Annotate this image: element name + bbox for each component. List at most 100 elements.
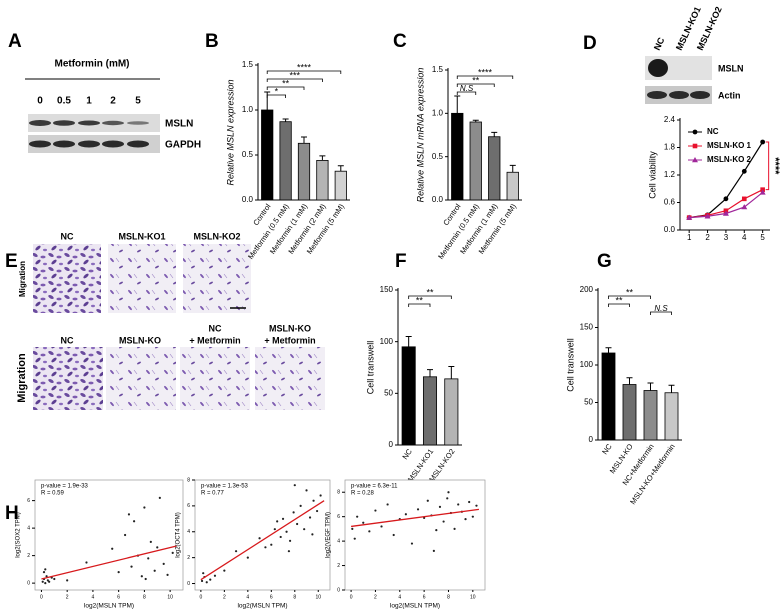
lane-label: 0 [37,96,43,107]
point [356,515,359,518]
y-axis-label: Cell viability [647,151,657,199]
y-tick-label: 0.0 [664,225,676,234]
point [410,542,414,545]
point [140,575,143,578]
point [741,204,748,210]
y-tick-label: 1.5 [432,65,444,74]
bar [664,392,679,441]
point [362,521,365,524]
error-bar [472,119,479,122]
x-tick-label: 10 [470,594,476,600]
x-tick-label: 8 [293,594,296,600]
y-tick-label: 8 [337,490,340,496]
x-tick-label: 10 [167,594,173,600]
bar [334,170,347,201]
row-label: Migration [16,353,28,403]
plot-frame [34,479,184,591]
image-label: MSLN-KO [119,335,161,345]
bar [279,121,292,201]
stat-label: R = 0.77 [201,491,225,497]
point [722,210,729,216]
y-tick-label: 0 [389,440,394,449]
error-bar [454,95,461,114]
x-tick-label: 8 [143,594,146,600]
point [156,546,159,549]
x-tick-label: 6 [423,594,426,600]
legend-label: NC [707,127,719,136]
blot-band [648,59,668,77]
x-tick-label: 6 [270,594,273,600]
image-label: + Metformin [264,335,315,345]
point [147,557,150,560]
panel-d-blot: D NC MSLN-KO1 MSLN-KO2 MSLN Actin [583,5,744,104]
point [42,571,46,574]
plot-frame [344,479,486,591]
point [442,520,445,523]
point [213,574,217,577]
point [438,505,442,508]
micrograph [33,244,101,313]
point [202,572,205,575]
point [368,530,371,533]
lane-label: 5 [135,96,141,107]
y-axis-label: log2(SOX2 TPM) [16,512,22,558]
stat-label: R = 0.28 [351,491,375,497]
point [144,577,147,581]
point [44,582,47,585]
significance-label: **** [478,67,493,77]
bar [297,142,311,201]
significance-bracket [608,303,630,307]
point [281,517,285,520]
y-tick-label: 0 [27,580,30,586]
point [111,547,114,550]
error-bar [605,347,612,353]
point [288,539,292,542]
y-tick-label: 200 [580,285,594,294]
significance-bracket [266,70,342,74]
y-tick-label: 4 [27,525,30,531]
panel-label: C [393,31,407,52]
significance-bracket [266,94,286,98]
point [223,569,226,572]
y-axis-label: log2(OCT4 TPM) [176,512,182,558]
y-tick-label: 6 [27,498,30,504]
micrograph [255,347,325,410]
y-tick-label: 2.4 [664,115,676,124]
point [41,580,44,583]
bar [601,352,616,441]
x-tick-label: 6 [117,594,120,600]
y-tick-label: 0.6 [664,198,676,207]
y-tick-label: 100 [580,360,594,369]
point [435,529,438,532]
significance-label: ** [626,287,634,297]
point [171,551,174,554]
y-tick-label: 150 [580,323,594,332]
significance-bracket [456,75,514,79]
x-tick-label: 2 [66,594,69,600]
point [760,139,766,145]
row-label: Migration [18,261,27,297]
point [296,522,299,526]
significance-bracket [608,295,651,299]
point [287,550,291,553]
panel-label: F [395,251,407,272]
error-bar [301,136,307,144]
point [258,537,261,540]
point [404,513,407,516]
point [432,549,435,552]
y-tick-label: 50 [584,398,593,407]
micrograph [108,244,176,313]
x-tick-label: 3 [724,233,729,242]
point [475,504,478,507]
error-bar [405,336,412,347]
point [200,579,204,583]
blot-bands [647,91,710,99]
bar [401,346,416,446]
point [117,571,120,574]
bar [316,159,329,201]
micrograph [183,244,251,313]
error-bar [626,377,633,385]
legend-label: MSLN-KO 1 [707,141,752,150]
panel-label: A [8,31,22,52]
